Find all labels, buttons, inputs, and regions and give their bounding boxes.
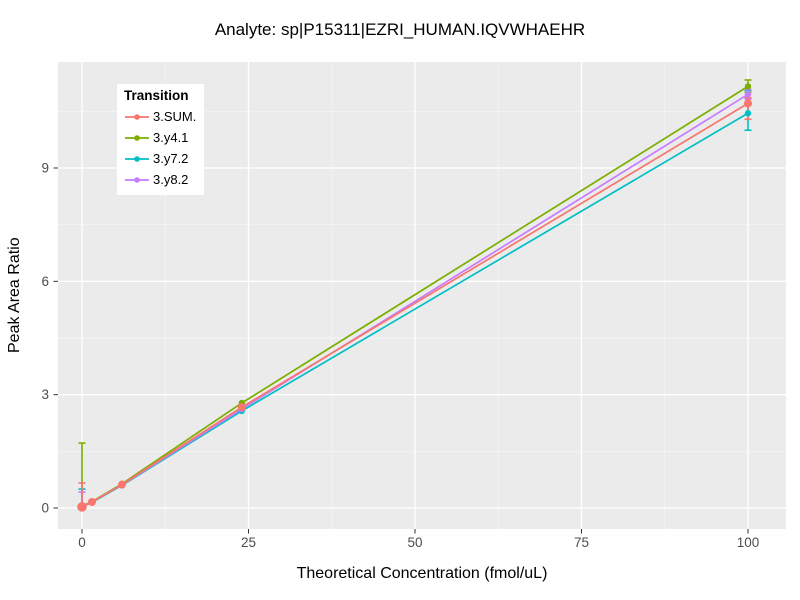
legend-item-3.y8.2: 3.y8.2 [124,169,196,190]
y-tick-label: 0 [41,501,49,516]
x-tick-label: 25 [241,535,256,550]
legend-key-dot [134,155,140,162]
legend-key-icon [125,113,149,120]
legend-item-label: 3.y7.2 [153,151,189,166]
legend-title: Transition [124,88,189,103]
y-tick-label: 9 [41,160,49,175]
x-tick-label: 50 [407,535,422,550]
legend-key-icon [125,134,149,141]
legend-item-3.SUM.: 3.SUM. [124,106,196,127]
y-tick-label: 6 [41,274,49,289]
legend-item-label: 3.y4.1 [153,130,189,145]
legend-key-dot [134,134,140,141]
legend-item-3.y7.2: 3.y7.2 [124,148,196,169]
legend-key-icon [125,176,149,183]
legend-item-label: 3.SUM. [153,109,197,124]
data-point-3.y8.2 [744,91,752,98]
x-tick-label: 75 [574,535,589,550]
legend: Transition 3.SUM. 3.y4.1 3.y7.2 3.y8.2 [117,84,205,195]
x-tick-label: 0 [78,535,86,550]
chart-title: Analyte: sp|P15311|EZRI_HUMAN.IQVWHAEHR [214,20,586,39]
legend-key-dot [134,176,140,183]
legend-key-dot [134,113,140,120]
legend-item-3.y4.1: 3.y4.1 [124,127,196,148]
data-point-3.SUM. [77,502,87,512]
data-point-3.y7.2 [744,110,752,117]
data-point-3.SUM. [87,497,96,506]
data-point-3.SUM. [117,480,126,489]
legend-key-icon [125,155,149,162]
legend-item-label: 3.y8.2 [153,172,189,187]
x-axis-label: Theoretical Concentration (fmol/uL) [296,565,548,582]
x-tick-label: 100 [737,535,760,550]
data-point-3.SUM. [237,403,246,412]
y-tick-label: 3 [41,387,49,402]
data-point-3.SUM. [744,99,752,108]
data-point-3.y4.1 [744,83,752,90]
